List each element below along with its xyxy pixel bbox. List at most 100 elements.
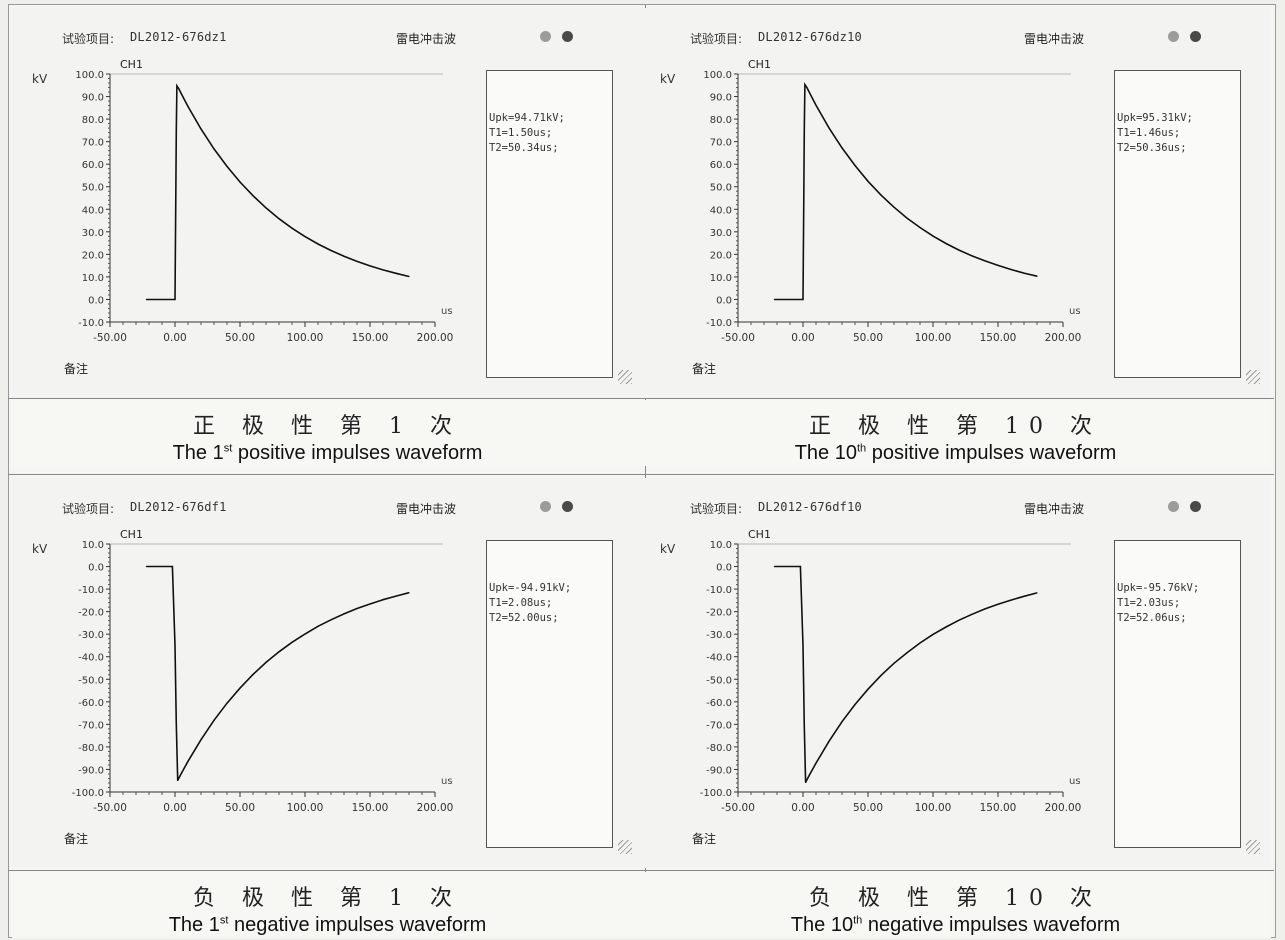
waveform-point <box>773 565 775 568</box>
waveform-point <box>808 92 811 94</box>
waveform-panel: 试验项目: DL2012-676dz1 雷电冲击波 kV 备注 CH1 100.0 90.0 8… <box>12 8 643 398</box>
x-tick-label: 50.00 <box>853 332 883 344</box>
y-tick-label: 90.0 <box>82 93 104 104</box>
waveform-point <box>841 721 843 723</box>
measurement-value: T2=52.00us; <box>489 612 559 624</box>
waveform-point <box>958 619 960 621</box>
y-tick-label: -10.0 <box>78 585 104 596</box>
waveform-point <box>200 128 202 130</box>
impulse-waveform-line <box>146 565 410 781</box>
x-tick-label: 200.00 <box>1045 802 1082 814</box>
measurement-box: Upk=-94.91kV; T1=2.08us; T2=52.00us; <box>486 540 613 848</box>
y-tick-label: -10.0 <box>78 318 104 329</box>
waveform-point <box>369 603 371 605</box>
waveform-plot: CH1 10.0 0.0 -10.0 -20.0 -30.0 -40.0 -50.0 -60.0… <box>72 528 454 814</box>
measurement-lines: Upk=94.71kV; T1=1.50us; T2=50.34us; <box>487 111 565 156</box>
test-item-label: 试验项目: <box>62 502 115 516</box>
waveform-point <box>180 772 183 774</box>
waveform-point <box>178 88 180 90</box>
waveform-point <box>343 255 345 257</box>
caption-english: The 10th positive impulses waveform <box>640 442 1271 465</box>
waveform-point <box>997 603 999 605</box>
waveform-point <box>773 298 775 301</box>
x-axis-unit: us <box>1069 776 1081 787</box>
waveform-point <box>854 164 856 167</box>
y-tick-label: -10.0 <box>706 585 732 596</box>
waveform-point <box>958 249 960 251</box>
y-tick-label: -70.0 <box>78 720 104 731</box>
status-dot-dark-icon <box>562 31 573 42</box>
test-item-id: DL2012-676df10 <box>758 500 862 514</box>
waveform-panel: 试验项目: DL2012-676df1 雷电冲击波 kV 备注 CH1 10.0 0.0 -10… <box>12 478 643 868</box>
waveform-point <box>291 227 293 229</box>
caption-english-prefix: The 10 <box>794 442 857 464</box>
waveform-point <box>984 608 986 610</box>
waveform-point <box>304 633 306 635</box>
y-tick-label: -50.0 <box>706 675 732 686</box>
x-tick-label: -50.00 <box>93 802 127 814</box>
x-tick-label: 0.00 <box>163 332 186 344</box>
caption-english-rest: positive impulses waveform <box>232 442 483 464</box>
waveform-point <box>945 242 947 245</box>
waveform-point <box>841 147 843 149</box>
waveform-point <box>919 642 921 644</box>
waveform-point <box>382 599 384 601</box>
y-tick-label: -50.0 <box>78 675 104 686</box>
waveform-point <box>945 626 947 628</box>
waveform-point <box>802 644 804 647</box>
x-tick-label: 100.00 <box>287 802 324 814</box>
waveform-point <box>893 206 895 208</box>
measurement-value: Upk=-94.91kV; <box>489 582 572 594</box>
resize-grip-icon <box>1246 840 1260 854</box>
waveform-point <box>173 298 175 301</box>
y-tick-label: 100.0 <box>703 70 732 81</box>
y-tick-label: 70.0 <box>82 138 104 149</box>
x-tick-label: -50.00 <box>721 332 755 344</box>
row-divider-1 <box>8 398 1274 399</box>
waveform-point <box>971 613 973 615</box>
status-dot-light-icon <box>540 31 551 42</box>
impulse-waveform-line <box>774 82 1038 301</box>
measurement-value: Upk=95.31kV; <box>1117 112 1193 124</box>
x-tick-label: 200.00 <box>417 332 454 344</box>
waveform-point <box>1036 275 1038 277</box>
y-tick-label: 30.0 <box>82 228 104 239</box>
y-tick-label: 30.0 <box>710 228 732 239</box>
waveform-point <box>799 565 801 568</box>
y-tick-label: 0.0 <box>716 563 732 574</box>
x-tick-label: 50.00 <box>225 802 255 814</box>
resize-grip-icon <box>618 370 632 384</box>
x-tick-label: 200.00 <box>1045 332 1082 344</box>
caption-english-rest: negative impulses waveform <box>228 914 487 936</box>
waveform-point <box>971 255 973 257</box>
caption-english: The 1st negative impulses waveform <box>12 914 643 937</box>
y-tick-label: 20.0 <box>710 250 732 261</box>
waveform-point <box>932 633 934 636</box>
y-tick-label: -80.0 <box>78 743 104 754</box>
waveform-point <box>330 249 332 252</box>
waveform-point <box>984 260 986 262</box>
test-item-label: 试验项目: <box>690 32 743 46</box>
y-tick-label: 90.0 <box>710 93 732 104</box>
caption-ordinal-suffix: st <box>223 442 233 455</box>
x-tick-label: 0.00 <box>791 332 814 344</box>
measurement-box: Upk=94.71kV; T1=1.50us; T2=50.34us; <box>486 70 613 378</box>
channel-label: CH1 <box>748 528 771 541</box>
caption-chinese: 负 极 性 第 10 次 <box>809 886 1102 911</box>
waveform-type: 雷电冲击波 <box>1024 32 1085 46</box>
waveform-point <box>265 207 267 209</box>
y-axis-unit: kV <box>32 542 48 556</box>
y-tick-label: 40.0 <box>710 205 732 216</box>
waveform-point <box>906 652 908 654</box>
waveform-caption: 正 极 性 第 1 次 The 1st positive impulses wav… <box>12 400 643 466</box>
measurement-lines: Upk=-95.76kV; T1=2.03us; T2=52.06us; <box>1115 581 1199 626</box>
waveform-point <box>178 777 180 779</box>
y-axis-unit: kV <box>660 542 676 556</box>
waveform-point <box>180 93 183 95</box>
y-tick-label: 20.0 <box>82 250 104 261</box>
waveform-point <box>1010 268 1012 271</box>
y-tick-label: -40.0 <box>706 653 732 664</box>
x-axis-unit: us <box>1069 306 1081 317</box>
waveform-point <box>808 774 811 776</box>
resize-grip-icon <box>618 840 632 854</box>
